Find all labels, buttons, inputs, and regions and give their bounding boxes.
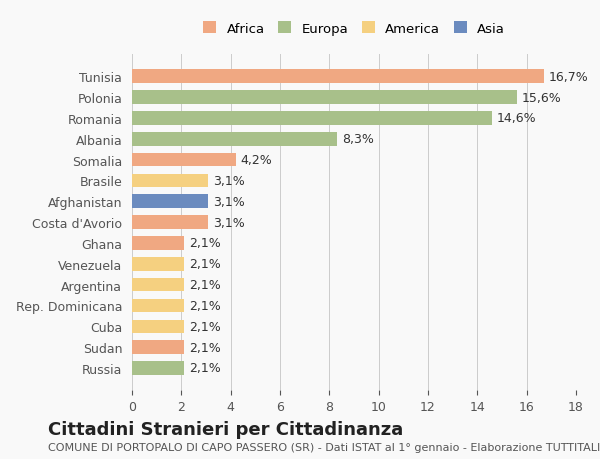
Text: 14,6%: 14,6% (497, 112, 536, 125)
Bar (132, 341, 184, 354)
Bar (132, 216, 208, 230)
Text: 2,1%: 2,1% (189, 299, 220, 312)
Text: 2,1%: 2,1% (189, 257, 220, 271)
Bar (132, 257, 184, 271)
Text: 2,1%: 2,1% (189, 279, 220, 291)
Legend: Africa, Europa, America, Asia: Africa, Europa, America, Asia (199, 18, 509, 39)
Text: 3,1%: 3,1% (214, 174, 245, 188)
Text: 3,1%: 3,1% (214, 196, 245, 208)
Bar (132, 70, 544, 84)
Text: 3,1%: 3,1% (214, 216, 245, 229)
Text: 2,1%: 2,1% (189, 237, 220, 250)
Bar (132, 174, 208, 188)
Text: 16,7%: 16,7% (549, 71, 589, 84)
Bar (132, 320, 184, 333)
Text: Cittadini Stranieri per Cittadinanza: Cittadini Stranieri per Cittadinanza (48, 420, 403, 438)
Text: 15,6%: 15,6% (522, 91, 562, 104)
Text: 2,1%: 2,1% (189, 341, 220, 354)
Text: 2,1%: 2,1% (189, 362, 220, 375)
Bar (132, 195, 208, 208)
Bar (132, 91, 517, 105)
Text: COMUNE DI PORTOPALO DI CAPO PASSERO (SR) - Dati ISTAT al 1° gennaio - Elaborazio: COMUNE DI PORTOPALO DI CAPO PASSERO (SR)… (48, 442, 600, 452)
Text: 2,1%: 2,1% (189, 320, 220, 333)
Bar (132, 133, 337, 146)
Bar (132, 153, 236, 167)
Bar (132, 112, 492, 125)
Text: 4,2%: 4,2% (241, 154, 272, 167)
Bar (132, 278, 184, 292)
Bar (132, 299, 184, 313)
Text: 8,3%: 8,3% (341, 133, 374, 146)
Bar (132, 237, 184, 250)
Bar (132, 361, 184, 375)
